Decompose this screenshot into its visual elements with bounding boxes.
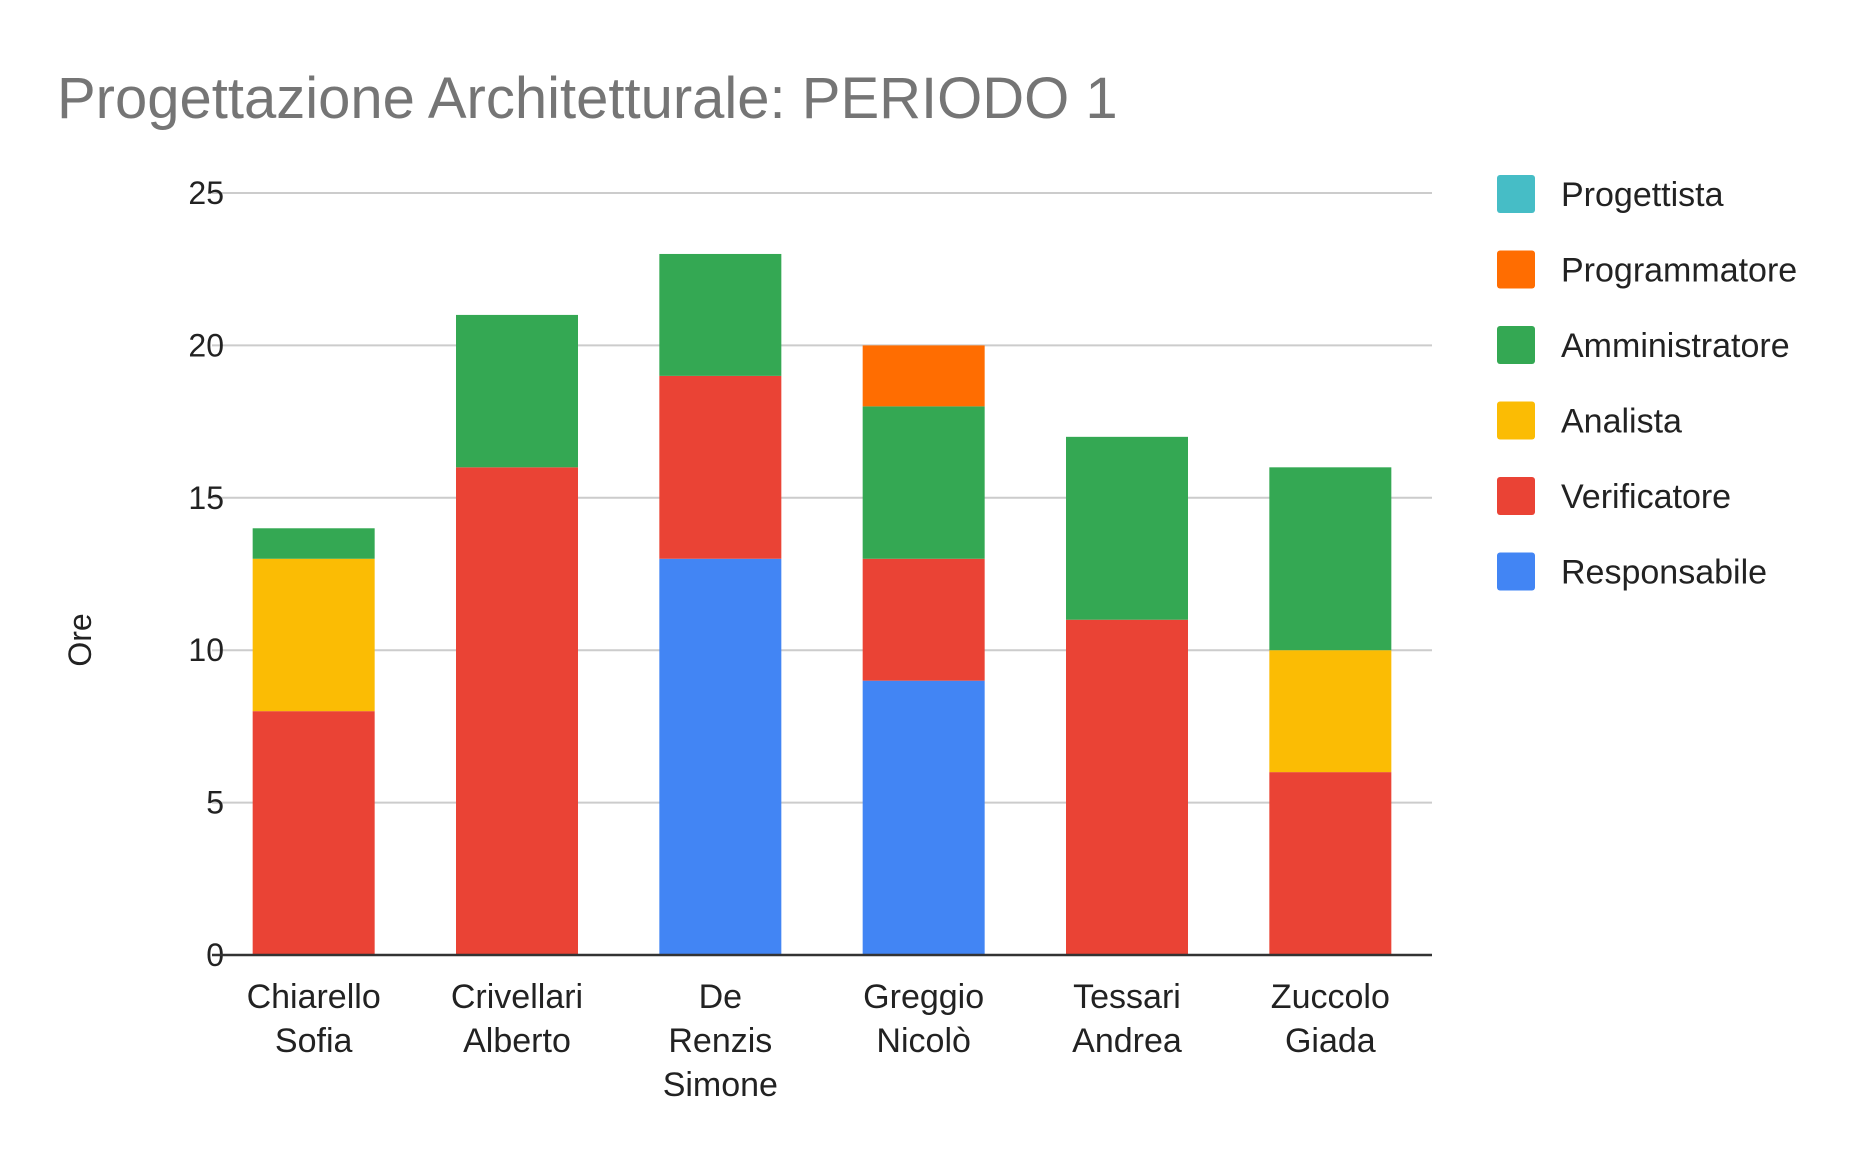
bar-segment	[862, 345, 985, 407]
x-tick-label-line: Chiarello	[247, 978, 381, 1016]
bar-segment	[862, 680, 985, 955]
legend-label: Responsabile	[1561, 554, 1767, 592]
legend-swatch	[1497, 326, 1535, 364]
x-tick-label: Zuccolo Giada	[1271, 978, 1390, 1060]
x-tick-label-line: Zuccolo	[1271, 978, 1390, 1016]
x-tick-label-line: Andrea	[1072, 1022, 1182, 1060]
legend-swatch	[1497, 401, 1535, 440]
legend-label: Programmatore	[1561, 252, 1797, 290]
bar-segment	[456, 467, 578, 955]
y-tick-label: 10	[188, 632, 224, 668]
legend-swatch	[1497, 477, 1535, 515]
y-tick-label: 20	[188, 327, 224, 363]
bar-segment	[862, 558, 985, 681]
legend-label: Analista	[1561, 403, 1682, 441]
bar-segment	[1066, 436, 1188, 620]
chart-title: Progettazione Architetturale: PERIODO 1	[57, 66, 1118, 131]
x-tick-label: De Renzis Simone	[663, 978, 778, 1104]
bar-segment	[1066, 619, 1188, 955]
x-tick-label: Chiarello Sofia	[247, 978, 381, 1060]
bar-segment	[252, 711, 375, 955]
x-tick-label: Tessari Andrea	[1072, 978, 1182, 1060]
y-axis-label: Ore	[62, 613, 98, 666]
bars	[252, 253, 1392, 955]
y-tick-label: 15	[188, 480, 224, 516]
x-axis-categories: Chiarello Sofia Crivellari Alberto De Renzis S…	[247, 978, 1390, 1104]
bar-segment	[659, 375, 782, 559]
x-tick-label-line: Crivellari	[451, 978, 583, 1016]
legend-label: Progettista	[1561, 176, 1724, 214]
x-tick-label-line: De	[699, 978, 742, 1016]
bar-segment	[862, 406, 985, 559]
legend-swatch	[1497, 552, 1535, 591]
bar-segment	[1269, 772, 1392, 955]
x-tick-label: Crivellari Alberto	[451, 978, 583, 1060]
x-tick-label-line: Tessari	[1073, 978, 1181, 1016]
legend-swatch	[1497, 250, 1535, 289]
y-tick-label: 5	[206, 785, 224, 821]
x-tick-label-line: Simone	[663, 1066, 778, 1104]
bar-segment	[659, 253, 782, 376]
y-tick-label: 25	[188, 175, 224, 211]
bar-segment	[659, 558, 782, 955]
x-tick-label: Greggio Nicolò	[863, 978, 984, 1060]
bar-segment	[1269, 650, 1392, 773]
x-tick-label-line: Sofia	[275, 1022, 353, 1060]
bar-segment	[252, 528, 375, 559]
bar-segment	[1269, 467, 1392, 651]
gridlines	[212, 192, 1432, 804]
x-tick-label-line: Giada	[1285, 1022, 1376, 1060]
x-tick-label-line: Greggio	[863, 978, 984, 1016]
bar-segment	[456, 314, 578, 468]
x-tick-label-line: Alberto	[463, 1022, 571, 1060]
legend-label: Verificatore	[1561, 478, 1731, 516]
legend-label: Amministratore	[1561, 327, 1790, 365]
legend-swatch	[1497, 175, 1535, 213]
bar-segment	[252, 558, 375, 712]
legend: Progettista Programmatore Amministratore An…	[1497, 175, 1797, 592]
x-tick-label-line: Nicolò	[876, 1022, 970, 1060]
x-tick-label-line: Renzis	[668, 1022, 772, 1060]
